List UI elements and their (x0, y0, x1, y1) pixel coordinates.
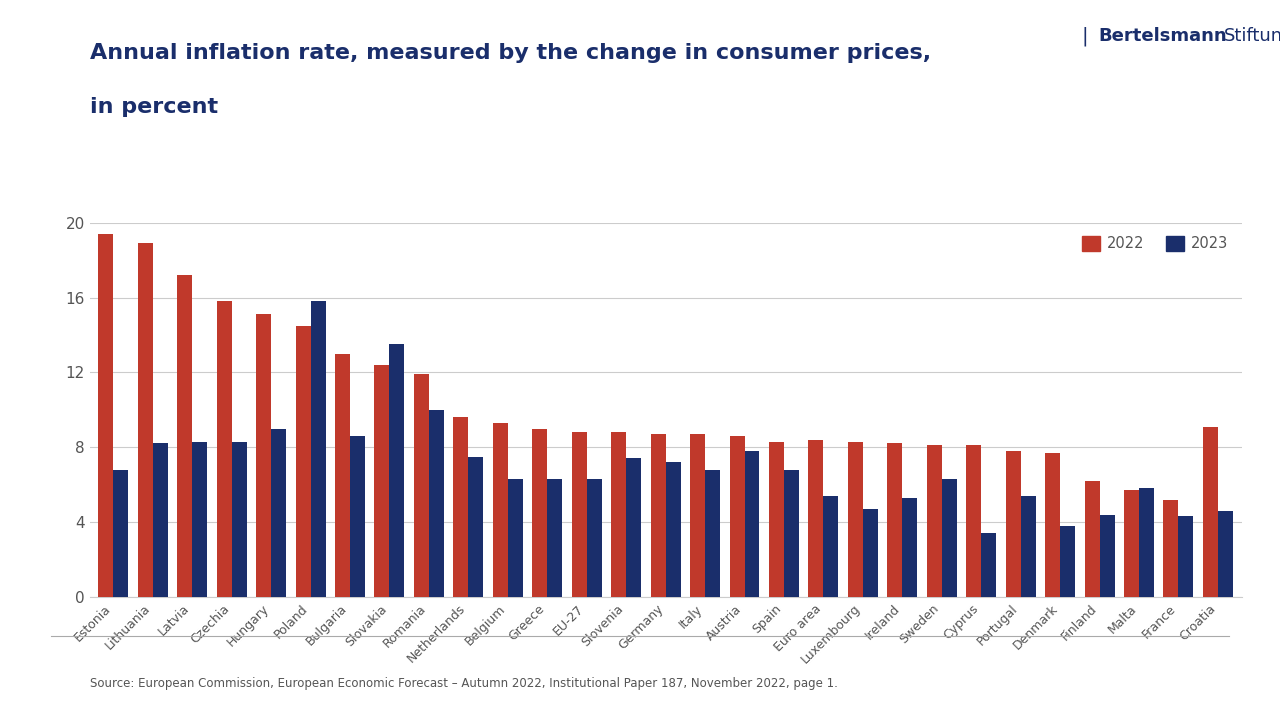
Bar (1179, 516, 1193, 597)
Bar (966, 445, 982, 597)
Bar (99, 234, 113, 597)
Text: Bertelsmann: Bertelsmann (1098, 27, 1226, 45)
Bar (508, 479, 522, 597)
Bar (413, 375, 429, 597)
Text: Annual inflation rate, measured by the change in consumer prices,: Annual inflation rate, measured by the c… (90, 43, 931, 63)
Bar (942, 479, 956, 597)
Bar (192, 441, 207, 597)
Bar (690, 434, 705, 597)
Bar (311, 301, 325, 597)
Bar (650, 434, 666, 597)
Bar (863, 509, 878, 597)
Bar (1124, 490, 1139, 597)
Bar (389, 344, 404, 597)
Bar (1139, 488, 1155, 597)
Bar (1164, 500, 1179, 597)
Bar (271, 429, 285, 597)
Bar (769, 441, 783, 597)
Bar (1084, 481, 1100, 597)
Bar (453, 417, 468, 597)
Bar (730, 436, 745, 597)
Bar (1219, 510, 1233, 597)
Bar (809, 440, 823, 597)
Bar (349, 436, 365, 597)
Bar (138, 244, 152, 597)
Bar (783, 470, 799, 597)
Bar (216, 301, 232, 597)
Bar (1046, 453, 1060, 597)
Bar (468, 457, 484, 597)
Bar (982, 533, 996, 597)
Text: Source: European Commission, European Economic Forecast – Autumn 2022, Instituti: Source: European Commission, European Ec… (90, 677, 837, 690)
Bar (1203, 426, 1219, 597)
Bar (1020, 496, 1036, 597)
Bar (493, 423, 508, 597)
Bar (927, 445, 942, 597)
Bar (1006, 451, 1020, 597)
Text: Stiftung: Stiftung (1224, 27, 1280, 45)
Bar (335, 354, 349, 597)
Bar (375, 365, 389, 597)
Bar (887, 444, 902, 597)
Bar (152, 444, 168, 597)
Bar (572, 432, 586, 597)
Bar (626, 459, 641, 597)
Bar (1100, 515, 1115, 597)
Bar (177, 275, 192, 597)
Bar (586, 479, 602, 597)
Bar (548, 479, 562, 597)
Bar (113, 470, 128, 597)
Bar (823, 496, 838, 597)
Bar (745, 451, 759, 597)
Bar (611, 432, 626, 597)
Bar (256, 314, 271, 597)
Bar (429, 410, 444, 597)
Bar (296, 326, 311, 597)
Bar (232, 441, 247, 597)
Text: in percent: in percent (90, 97, 218, 117)
Bar (532, 429, 548, 597)
Legend: 2022, 2023: 2022, 2023 (1076, 230, 1234, 257)
Bar (705, 470, 721, 597)
Bar (902, 498, 918, 597)
Bar (666, 462, 681, 597)
Bar (1060, 526, 1075, 597)
Bar (847, 441, 863, 597)
Text: |: | (1082, 27, 1088, 46)
